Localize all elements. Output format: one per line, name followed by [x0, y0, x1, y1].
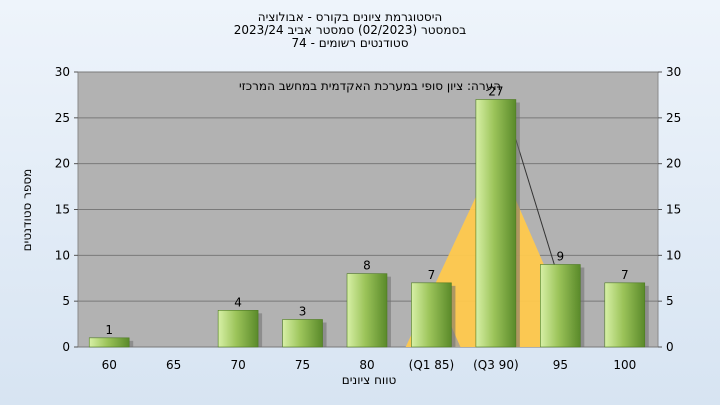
bar-0	[88, 337, 130, 348]
bar-value-label-6: 27	[488, 85, 503, 99]
left-tick-label-6: 30	[55, 65, 70, 79]
bar-value-label-8: 7	[621, 268, 629, 282]
y-axis-right-ticks: 0 5 10 15 20 25 30	[658, 65, 681, 354]
bar-value-label-2: 4	[234, 295, 242, 309]
title-line-1: היסטוגרמת ציונים בקורס - אבולוציה	[258, 10, 442, 24]
left-tick-label-1: 5	[62, 294, 70, 308]
right-tick-label-0: 0	[666, 340, 674, 354]
title-line-2: בסמסטר (02/2023) סמסטר אביב 2023/24	[234, 23, 466, 37]
right-tick-label-3: 15	[666, 203, 681, 217]
category-label-8: 100	[613, 358, 636, 372]
category-label-7: 95	[553, 358, 568, 372]
category-label-5: (Q1 85)	[409, 358, 455, 372]
right-tick-label-4: 20	[666, 157, 681, 171]
bar-8	[604, 282, 646, 348]
x-axis-label: טווח ציונים	[342, 373, 397, 387]
title-line-3: סטודנטים רשומים - 74	[291, 36, 408, 50]
bar-7	[540, 264, 581, 348]
category-label-2: 70	[230, 358, 245, 372]
x-axis-categories: 60 65 70 75 80 (Q1 85) (Q3 90) 95 100	[102, 358, 637, 372]
left-tick-label-0: 0	[62, 340, 70, 354]
category-label-3: 75	[295, 358, 310, 372]
bar-6	[475, 99, 517, 348]
left-tick-label-3: 15	[55, 203, 70, 217]
y-axis-left-ticks: 0 5 10 15 20 25 30	[55, 65, 78, 354]
right-tick-label-1: 5	[666, 294, 674, 308]
left-tick-label-2: 10	[55, 248, 70, 262]
category-label-0: 60	[102, 358, 117, 372]
left-tick-label-4: 20	[55, 157, 70, 171]
bars	[88, 99, 649, 348]
right-tick-label-6: 30	[666, 65, 681, 79]
right-tick-label-2: 10	[666, 248, 681, 262]
right-tick-label-5: 25	[666, 111, 681, 125]
bar-value-label-5: 7	[428, 268, 436, 282]
bar-value-labels: 1 4 3 8 7 27 9 7	[105, 85, 628, 337]
bar-value-label-3: 3	[299, 305, 307, 319]
category-label-1: 65	[166, 358, 181, 372]
bar-3	[282, 319, 323, 348]
bar-2	[217, 310, 259, 348]
y-axis-label: מספר סטודנטים	[20, 169, 34, 252]
bar-value-label-7: 9	[557, 250, 565, 264]
bar-value-label-4: 8	[363, 259, 371, 273]
chart-annotation: הערה: ציון סופי במערכת האקדמית במחשב המר…	[239, 79, 501, 93]
bar-4	[346, 273, 388, 348]
bar-value-label-0: 1	[105, 323, 113, 337]
bar-5	[411, 282, 452, 348]
category-label-6: (Q3 90)	[473, 358, 519, 372]
left-tick-label-5: 25	[55, 111, 70, 125]
category-label-4: 80	[359, 358, 374, 372]
